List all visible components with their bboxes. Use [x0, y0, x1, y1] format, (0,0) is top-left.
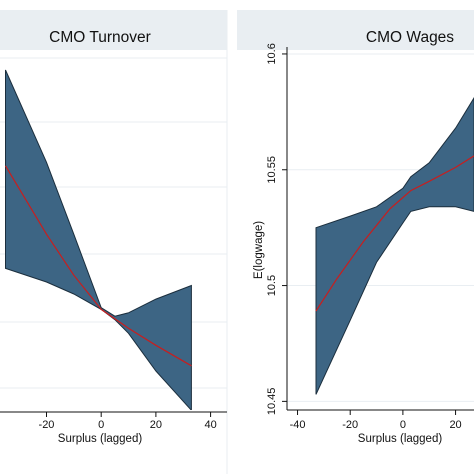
- x-tick-label: 20: [150, 419, 162, 431]
- y-tick-label: 10.55: [266, 156, 278, 184]
- turnover-title-bar: [0, 10, 227, 50]
- wages-y-axis-label: E(logwage): [253, 221, 265, 279]
- turnover-fitted-line: [4, 165, 192, 367]
- wages-title: CMO Wages: [366, 29, 454, 46]
- turnover-title: CMO Turnover: [49, 29, 151, 46]
- y-tick-label: 10.45: [266, 388, 278, 416]
- y-tick-label: 10.6: [266, 43, 278, 64]
- wages-title-bar: [237, 10, 474, 50]
- wages-confidence-band: [315, 97, 474, 395]
- x-tick-label: 0: [98, 419, 104, 431]
- turnover-panel: CMO Turnover -20 0 20 40 Surplus (lagged): [0, 10, 228, 474]
- wages-x-axis-label: Surplus (lagged): [358, 433, 443, 445]
- x-tick-label: 20: [449, 419, 461, 431]
- x-tick-label: -40: [290, 419, 306, 431]
- wages-panel: CMO Wages -40 -20 0 20 10.45 10.5 10.55 10.6 Su…: [237, 10, 474, 445]
- turnover-confidence-band: [5, 69, 192, 410]
- wages-fitted-line: [315, 155, 474, 312]
- turnover-plot-area: -20 0 20 40: [0, 57, 227, 431]
- x-tick-label: 0: [400, 419, 406, 431]
- x-tick-label: 40: [204, 419, 216, 431]
- turnover-x-axis-label: Surplus (lagged): [58, 433, 143, 445]
- x-tick-label: -20: [39, 419, 55, 431]
- x-tick-label: -20: [342, 419, 358, 431]
- wages-plot-area: -40 -20 0 20 10.45 10.5 10.55 10.6: [266, 43, 474, 431]
- y-tick-label: 10.5: [266, 275, 278, 296]
